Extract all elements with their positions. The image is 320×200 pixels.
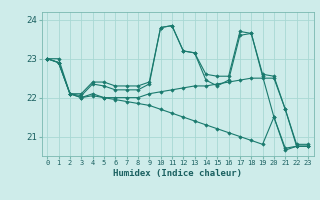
- X-axis label: Humidex (Indice chaleur): Humidex (Indice chaleur): [113, 169, 242, 178]
